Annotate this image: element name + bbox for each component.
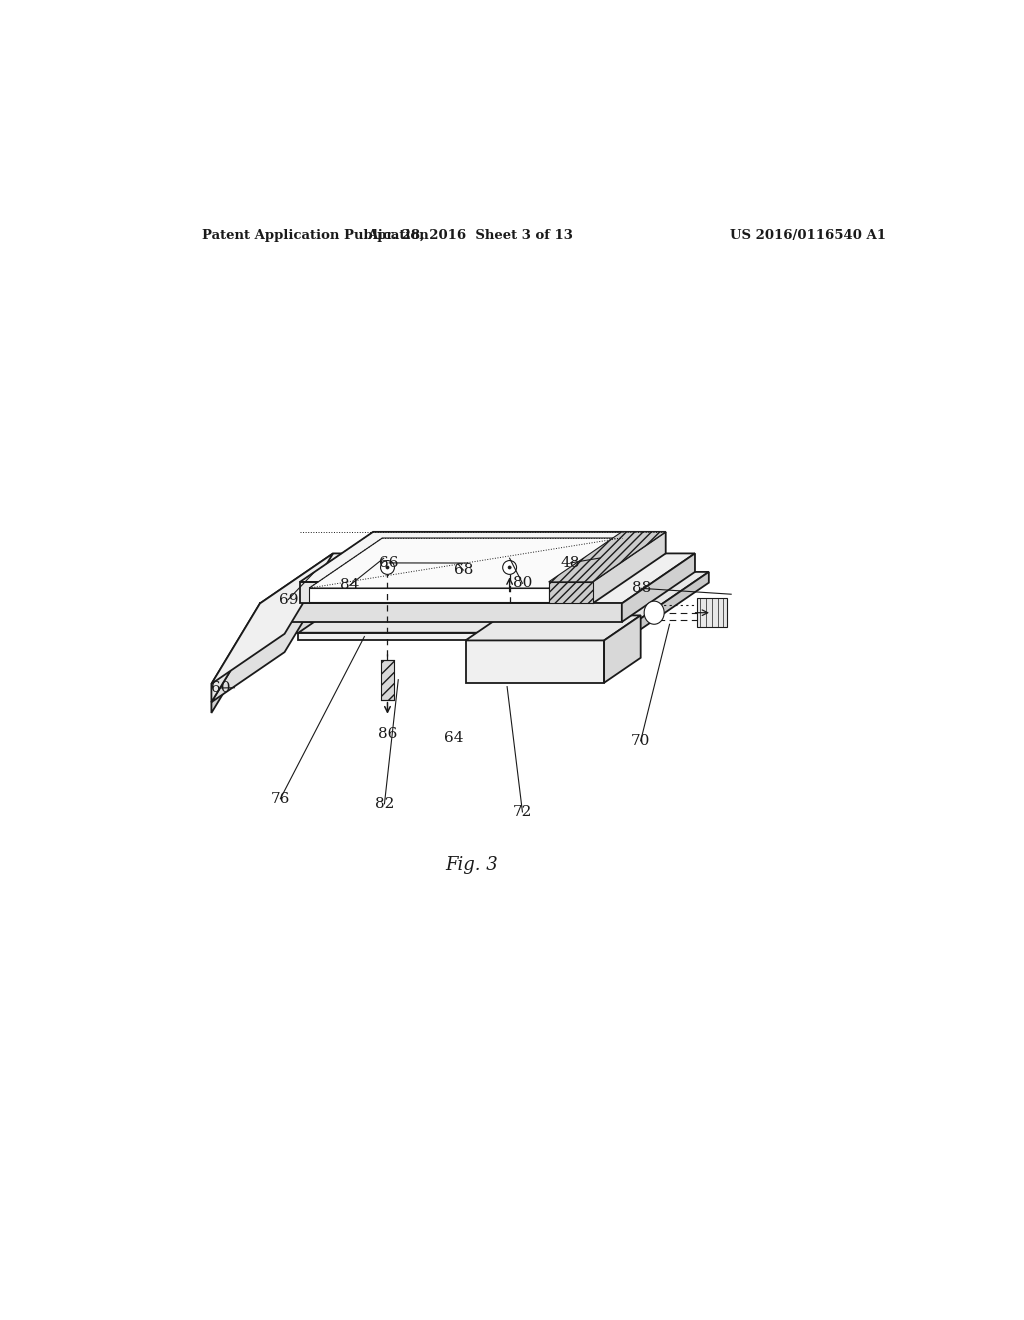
Polygon shape: [211, 553, 333, 684]
Text: 80: 80: [513, 577, 532, 590]
Text: 70: 70: [631, 734, 650, 748]
Text: 76: 76: [270, 792, 290, 805]
Polygon shape: [300, 582, 593, 603]
Text: 64: 64: [444, 731, 464, 744]
Polygon shape: [298, 603, 637, 632]
Polygon shape: [549, 532, 666, 582]
Text: 72: 72: [513, 805, 532, 818]
Polygon shape: [211, 622, 260, 713]
Polygon shape: [211, 572, 333, 702]
Text: 48: 48: [561, 556, 581, 570]
Text: 66: 66: [380, 556, 399, 570]
Polygon shape: [593, 532, 666, 603]
Polygon shape: [309, 539, 622, 589]
Circle shape: [386, 566, 389, 569]
Text: 86: 86: [378, 727, 397, 742]
Text: 88: 88: [632, 581, 651, 595]
Polygon shape: [466, 640, 604, 682]
Polygon shape: [300, 532, 666, 582]
Polygon shape: [549, 582, 593, 603]
Polygon shape: [260, 622, 636, 632]
Text: Patent Application Publication: Patent Application Publication: [202, 230, 428, 242]
Polygon shape: [211, 603, 260, 702]
Polygon shape: [466, 615, 641, 640]
Polygon shape: [622, 553, 695, 622]
Polygon shape: [298, 632, 593, 640]
Bar: [696, 598, 727, 627]
Polygon shape: [636, 572, 709, 632]
Polygon shape: [604, 615, 641, 682]
Text: 69: 69: [279, 593, 298, 606]
Text: 60: 60: [212, 681, 231, 694]
Text: 84: 84: [340, 578, 359, 593]
Polygon shape: [260, 572, 709, 622]
Text: US 2016/0116540 A1: US 2016/0116540 A1: [730, 230, 886, 242]
Text: 68: 68: [454, 564, 473, 577]
Polygon shape: [260, 553, 695, 603]
Polygon shape: [309, 589, 549, 602]
Text: Fig. 3: Fig. 3: [444, 855, 498, 874]
Text: Apr. 28, 2016  Sheet 3 of 13: Apr. 28, 2016 Sheet 3 of 13: [367, 230, 572, 242]
Circle shape: [381, 561, 394, 574]
Circle shape: [508, 566, 511, 569]
Polygon shape: [260, 603, 622, 622]
Ellipse shape: [644, 601, 665, 624]
Bar: [381, 660, 394, 700]
Text: 82: 82: [375, 797, 394, 810]
Circle shape: [503, 561, 516, 574]
